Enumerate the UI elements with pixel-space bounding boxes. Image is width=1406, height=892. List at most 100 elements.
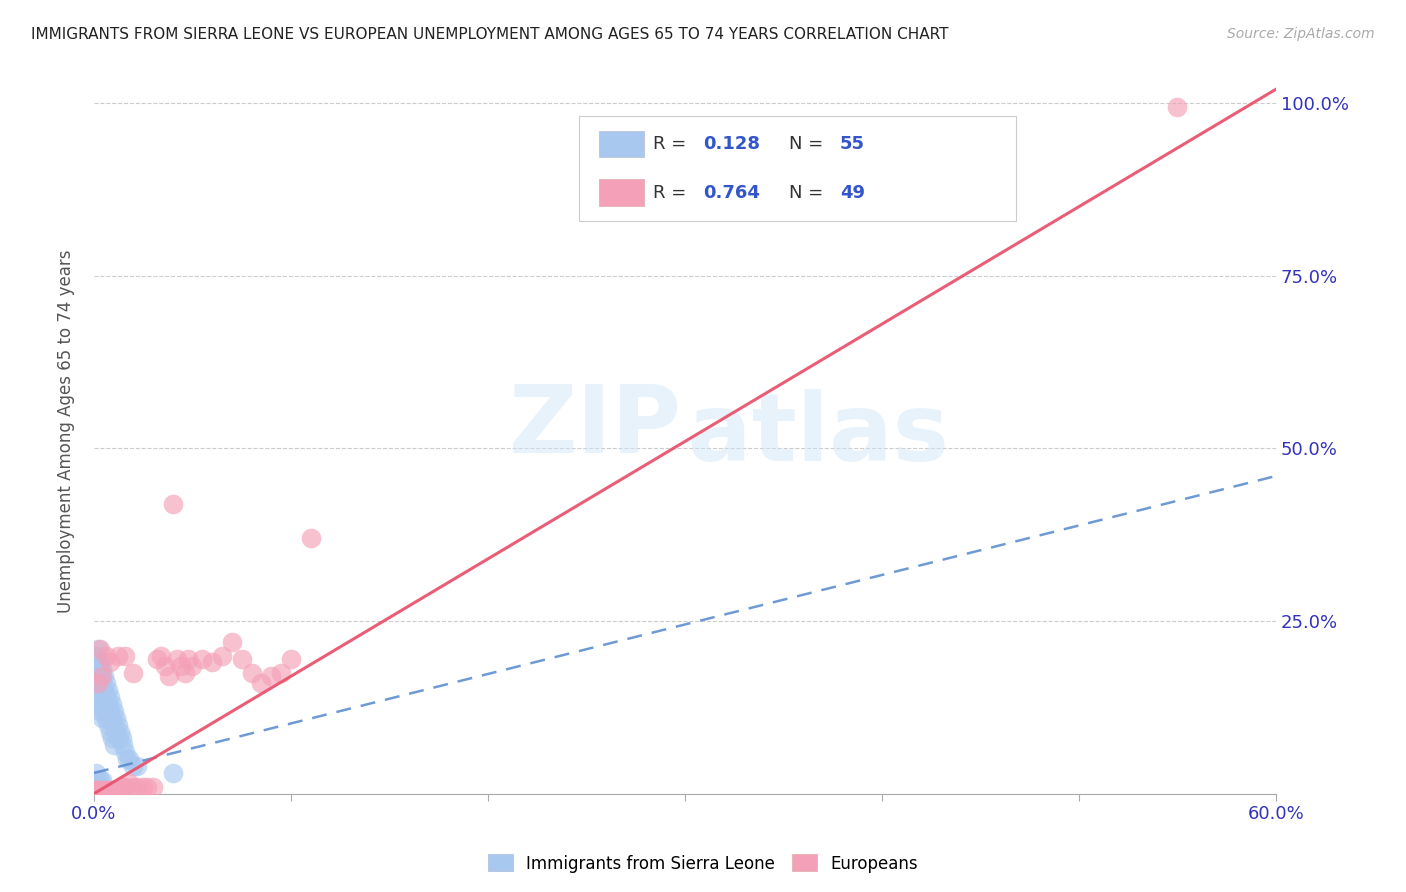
Point: [118, 776, 141, 790]
Point: [104, 724, 127, 739]
Point: [299, 531, 322, 545]
Text: ZIP: ZIP: [509, 382, 682, 474]
Point: [98, 724, 121, 739]
Point: [94, 711, 117, 725]
Point: [94, 676, 117, 690]
Point: [118, 752, 141, 766]
Point: [177, 652, 200, 666]
Point: [107, 648, 129, 663]
Point: [87, 676, 110, 690]
Point: [173, 665, 195, 680]
Point: [132, 780, 155, 794]
Point: [201, 656, 224, 670]
Point: [211, 648, 233, 663]
Point: [94, 690, 117, 704]
Point: [100, 711, 122, 725]
Point: [93, 783, 115, 797]
Point: [250, 676, 273, 690]
Point: [84, 783, 107, 797]
Point: [103, 717, 125, 731]
Point: [136, 780, 159, 794]
Legend: Immigrants from Sierra Leone, Europeans: Immigrants from Sierra Leone, Europeans: [481, 847, 925, 880]
Point: [97, 697, 120, 711]
Point: [89, 783, 111, 797]
Point: [231, 652, 253, 666]
Point: [107, 783, 129, 797]
Point: [87, 772, 110, 787]
Point: [94, 648, 117, 663]
Point: [114, 780, 136, 794]
Point: [103, 704, 125, 718]
Point: [162, 766, 184, 780]
Point: [112, 780, 135, 794]
Point: [98, 690, 121, 704]
Point: [89, 656, 111, 670]
Point: [191, 652, 214, 666]
Point: [142, 780, 165, 794]
Point: [89, 772, 111, 787]
Text: N =: N =: [789, 184, 830, 202]
Point: [166, 652, 188, 666]
Point: [100, 731, 122, 746]
FancyBboxPatch shape: [578, 116, 1017, 221]
Text: IMMIGRANTS FROM SIERRA LEONE VS EUROPEAN UNEMPLOYMENT AMONG AGES 65 TO 74 YEARS : IMMIGRANTS FROM SIERRA LEONE VS EUROPEAN…: [31, 27, 949, 42]
Point: [122, 759, 145, 773]
Point: [97, 704, 120, 718]
Point: [103, 783, 125, 797]
Point: [122, 780, 145, 794]
Point: [260, 669, 283, 683]
Point: [240, 665, 263, 680]
Point: [127, 780, 149, 794]
Point: [153, 659, 176, 673]
Point: [90, 772, 112, 787]
Point: [90, 662, 112, 676]
Point: [93, 669, 115, 683]
Point: [89, 676, 111, 690]
Point: [104, 711, 127, 725]
Point: [162, 497, 184, 511]
Point: [90, 690, 112, 704]
Point: [89, 683, 111, 698]
Point: [89, 662, 111, 676]
Point: [146, 652, 169, 666]
Text: R =: R =: [652, 135, 692, 153]
Y-axis label: Unemployment Among Ages 65 to 74 years: Unemployment Among Ages 65 to 74 years: [58, 250, 75, 613]
Text: 0.128: 0.128: [703, 135, 759, 153]
Point: [84, 766, 107, 780]
Point: [93, 683, 115, 698]
Point: [97, 683, 120, 698]
Point: [112, 739, 135, 753]
Point: [1166, 99, 1188, 113]
Bar: [599, 130, 644, 158]
Text: R =: R =: [652, 184, 692, 202]
Point: [149, 648, 172, 663]
Point: [93, 690, 115, 704]
Point: [97, 783, 120, 797]
Text: 49: 49: [839, 184, 865, 202]
Point: [157, 669, 180, 683]
Point: [100, 783, 122, 797]
Point: [89, 704, 111, 718]
Point: [100, 697, 122, 711]
Point: [87, 697, 110, 711]
Point: [181, 659, 204, 673]
Point: [84, 690, 107, 704]
Point: [270, 665, 292, 680]
Point: [103, 739, 125, 753]
Point: [114, 648, 136, 663]
Point: [87, 656, 110, 670]
Text: 0.764: 0.764: [703, 184, 759, 202]
Point: [117, 752, 139, 766]
Point: [98, 656, 121, 670]
Point: [87, 641, 110, 656]
Point: [90, 676, 112, 690]
Bar: [599, 179, 644, 206]
Text: Source: ZipAtlas.com: Source: ZipAtlas.com: [1227, 27, 1375, 41]
Point: [127, 759, 149, 773]
Point: [169, 659, 191, 673]
Point: [87, 669, 110, 683]
Text: atlas: atlas: [689, 389, 949, 481]
Point: [87, 783, 110, 797]
Point: [122, 665, 145, 680]
Point: [84, 772, 107, 787]
